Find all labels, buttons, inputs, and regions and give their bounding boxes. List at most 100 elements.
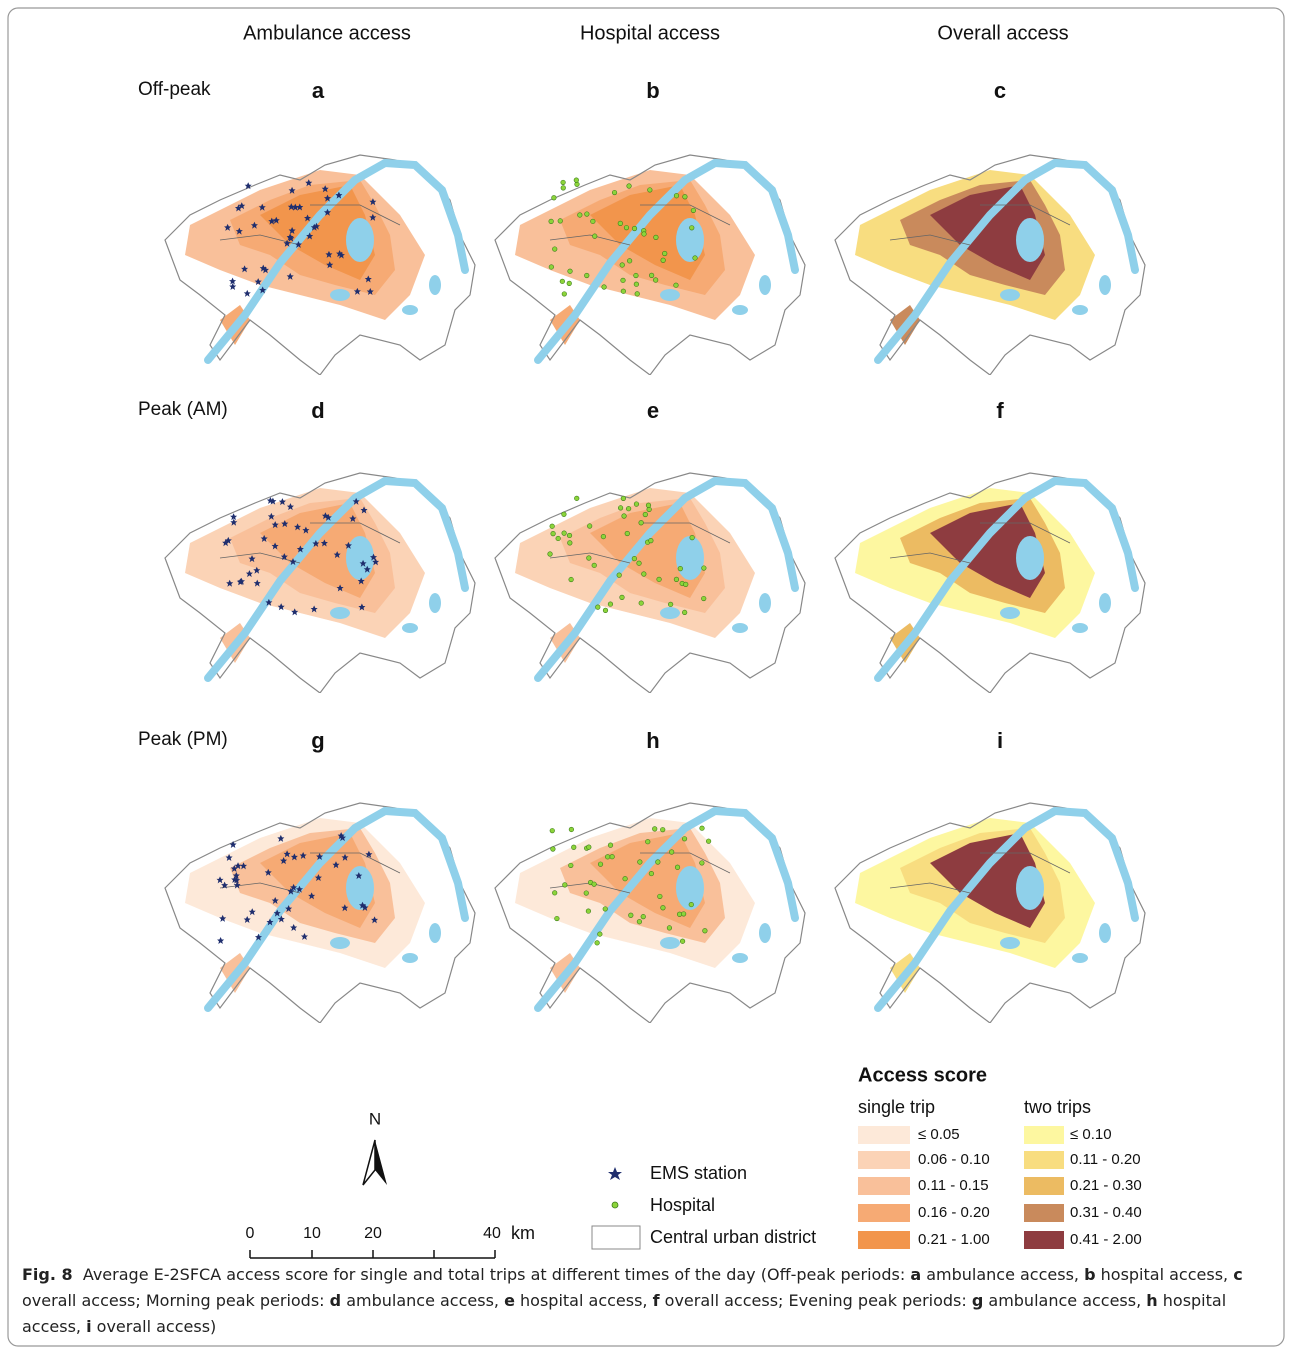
hospital <box>653 278 658 283</box>
legend-swatch <box>1024 1126 1064 1144</box>
hospital <box>562 531 567 536</box>
hospital <box>608 843 613 848</box>
map-panel <box>165 155 475 375</box>
hospital <box>567 533 572 538</box>
hospital <box>591 219 596 224</box>
hospital <box>680 939 685 944</box>
hospital <box>689 226 694 231</box>
map-panel <box>165 473 475 693</box>
legend-label: 0.11 - 0.15 <box>918 1177 989 1194</box>
hospital <box>669 850 674 855</box>
legend-subtitle: single trip <box>858 1097 935 1117</box>
ems-station <box>244 290 251 297</box>
legend-label: 0.21 - 0.30 <box>1070 1177 1142 1194</box>
caption-part: ambulance access, <box>983 1291 1146 1310</box>
hospital <box>620 595 625 600</box>
hospital <box>683 582 688 587</box>
hospital <box>605 855 610 860</box>
hospital <box>617 573 622 578</box>
hospital <box>690 535 695 540</box>
legend-swatch <box>1024 1204 1064 1222</box>
legend-swatch <box>858 1177 910 1195</box>
hospital <box>658 894 663 899</box>
legend-label: 0.16 - 0.20 <box>918 1204 990 1221</box>
caption-text: Average E-2SFCA access score for single … <box>22 1265 1243 1336</box>
hospital <box>624 225 629 230</box>
hospital <box>618 506 623 511</box>
hospital <box>602 285 607 290</box>
panel-letter: f <box>996 398 1004 423</box>
hospital <box>645 839 650 844</box>
district-symbol <box>592 1226 640 1249</box>
hospital <box>678 566 683 571</box>
north-arrow <box>375 1140 387 1185</box>
hospital <box>625 531 630 536</box>
hospital <box>689 902 694 907</box>
hospital <box>592 234 597 239</box>
hospital <box>569 577 574 582</box>
legend-label: 0.06 - 0.10 <box>918 1151 990 1168</box>
panel-letter: b <box>646 78 659 103</box>
hospital <box>634 273 639 278</box>
panel-letter: e <box>647 398 659 423</box>
scale-unit: km <box>511 1223 535 1243</box>
legend-swatch <box>858 1204 910 1222</box>
hospital <box>567 281 572 286</box>
legend-swatch <box>1024 1177 1064 1195</box>
caption-part: ambulance access, <box>921 1265 1084 1284</box>
hospital <box>550 828 555 833</box>
hospital <box>558 219 563 224</box>
hospital <box>682 610 687 615</box>
column-header: Ambulance access <box>243 22 411 44</box>
caption-panel-ref: c <box>1233 1265 1242 1284</box>
map-panel <box>835 803 1145 1023</box>
hospital <box>674 577 679 582</box>
ems-station <box>217 937 224 944</box>
map-panel <box>495 473 805 693</box>
hospital <box>703 928 708 933</box>
hospital <box>667 926 672 931</box>
scale-label: 20 <box>364 1225 382 1242</box>
page: N 0 10 20 40 km EMS station Hospital Cen… <box>0 0 1292 1354</box>
hospital <box>693 256 698 261</box>
hospital <box>603 907 608 912</box>
hospital <box>674 283 679 288</box>
scale-label: 40 <box>483 1225 501 1242</box>
legend-swatch <box>1024 1231 1064 1249</box>
caption-part: overall access) <box>92 1317 217 1336</box>
legend-swatch <box>858 1126 910 1144</box>
hospital <box>568 541 573 546</box>
north-label: N <box>369 1109 381 1128</box>
caption-part: overall access; Evening peak periods: <box>660 1291 972 1310</box>
hospital-symbol <box>612 1202 618 1208</box>
panel-letter: h <box>646 728 659 753</box>
hospital <box>627 259 632 264</box>
hospital <box>560 279 565 284</box>
hospital <box>548 552 553 557</box>
legend-label: Central urban district <box>650 1227 816 1247</box>
hospital <box>571 845 576 850</box>
row-label: Off-peak <box>138 79 211 100</box>
map-panel <box>835 473 1145 693</box>
hospital <box>656 860 661 865</box>
map-panel <box>495 155 805 375</box>
caption-part: hospital access, <box>515 1291 653 1310</box>
hospital <box>661 258 666 263</box>
hospital <box>562 292 567 297</box>
hospital <box>596 605 601 610</box>
column-header: Overall access <box>937 22 1068 44</box>
hospital <box>601 534 606 539</box>
legend-label: Hospital <box>650 1195 715 1215</box>
hospital <box>574 178 579 183</box>
legend-swatch <box>1024 1151 1064 1169</box>
hospital <box>632 226 637 231</box>
hospital <box>634 502 639 507</box>
hospital <box>632 556 637 561</box>
legend-swatch <box>858 1151 910 1169</box>
hospital <box>552 247 557 252</box>
caption-panel-ref: h <box>1146 1291 1157 1310</box>
hospital <box>561 186 566 191</box>
hospital <box>551 847 556 852</box>
hospital <box>637 561 642 566</box>
hospital <box>561 180 566 185</box>
